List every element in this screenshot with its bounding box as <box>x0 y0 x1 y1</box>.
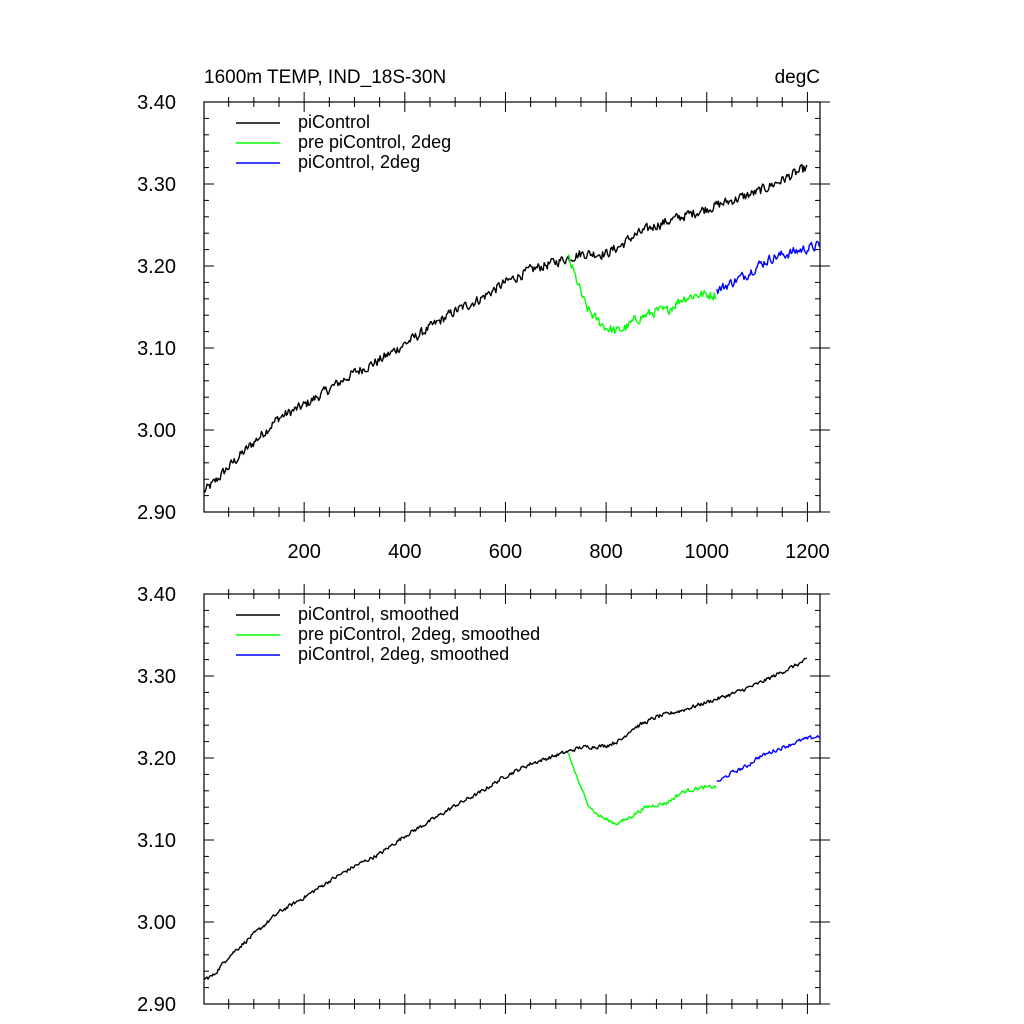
series-line-2 <box>716 240 821 295</box>
legend-label: piControl, smoothed <box>298 604 459 624</box>
top-panel: 1600m TEMP, IND_18S-30N degC 200 400 600 80… <box>137 67 830 563</box>
y-tick-label: 2.90 <box>137 994 176 1016</box>
y-tick-label: 3.20 <box>137 256 176 278</box>
y-tick-label: 3.10 <box>137 338 176 360</box>
x-tick-label: 600 <box>489 541 522 563</box>
series-line-2 <box>716 735 820 782</box>
y-tick-label: 3.40 <box>137 92 176 114</box>
legend-label: piControl, 2deg, smoothed <box>298 644 509 664</box>
bottom-panel: 2.90 3.00 3.10 3.20 3.30 3.40 piControl, smoot… <box>137 584 830 1016</box>
legend-label: piControl, 2deg <box>298 152 420 172</box>
series-line-1 <box>567 254 717 334</box>
y-tick-label: 3.00 <box>137 912 176 934</box>
chart-title: 1600m TEMP, IND_18S-30N <box>204 67 446 88</box>
x-tick-label: 1200 <box>785 541 830 563</box>
legend-label: piControl <box>298 112 370 132</box>
y-tick-label: 3.40 <box>137 584 176 606</box>
legend-label: pre piControl, 2deg, smoothed <box>298 624 540 644</box>
y-tick-label: 3.20 <box>137 748 176 770</box>
series-line-0 <box>203 657 807 980</box>
plot-frame <box>203 593 821 1005</box>
y-tick-label: 3.10 <box>137 830 176 852</box>
x-tick-label: 200 <box>287 541 320 563</box>
legend-label: pre piControl, 2deg <box>298 132 451 152</box>
units-label: degC <box>775 67 820 88</box>
x-tick-label: 1000 <box>685 541 730 563</box>
series-line-0 <box>203 163 808 493</box>
x-tick-label: 400 <box>388 541 421 563</box>
y-tick-label: 3.30 <box>137 174 176 196</box>
y-tick-label: 2.90 <box>137 502 176 524</box>
plot-frame <box>203 101 821 513</box>
x-tick-label: 800 <box>589 541 622 563</box>
y-tick-label: 3.00 <box>137 420 176 442</box>
y-tick-label: 3.30 <box>137 666 176 688</box>
series-line-1 <box>567 752 717 826</box>
